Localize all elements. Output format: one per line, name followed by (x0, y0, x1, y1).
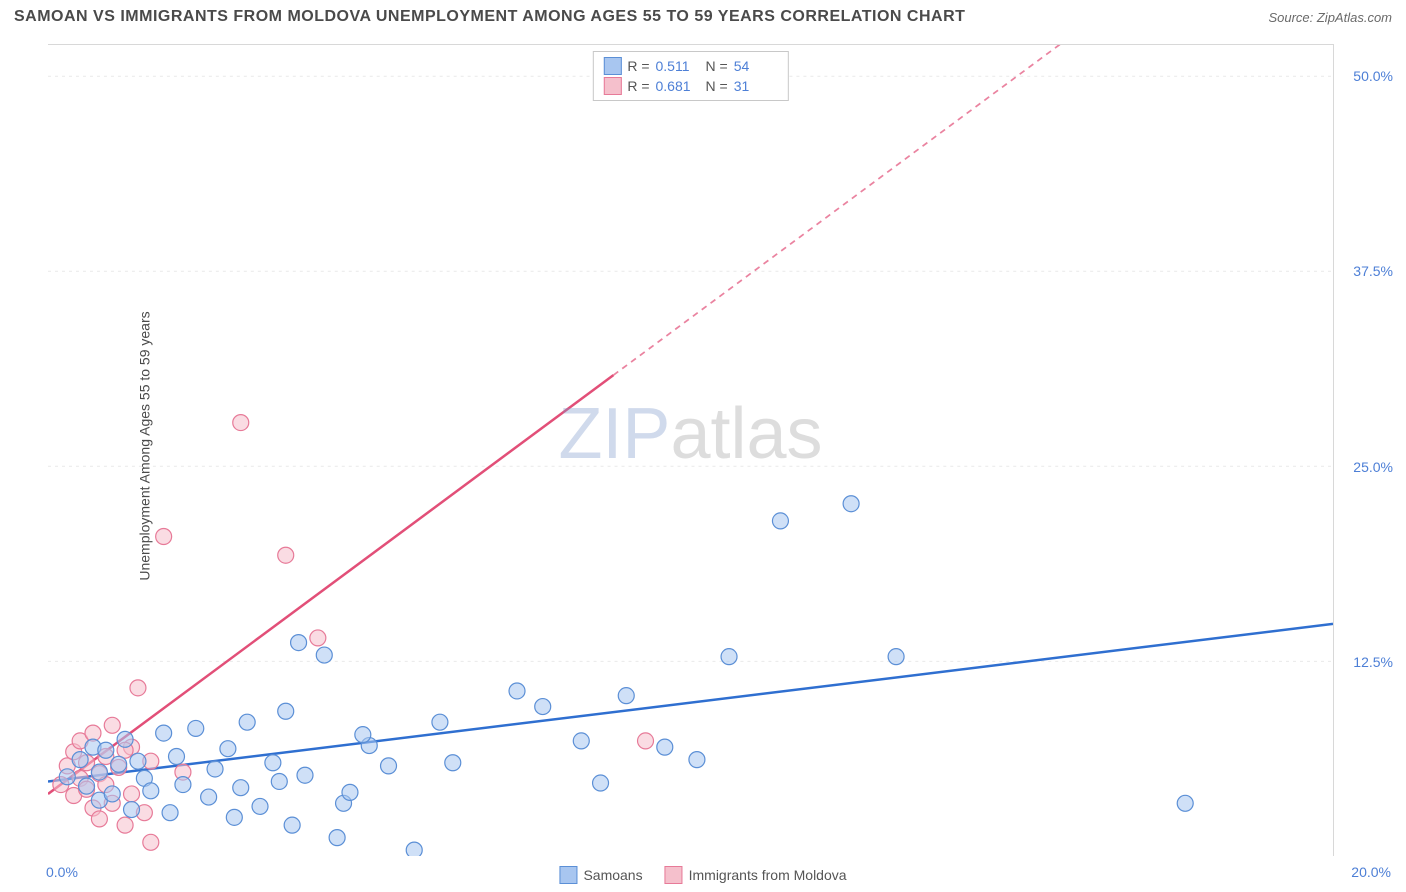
legend-row: R = 0.681 N = 31 (603, 76, 777, 96)
source-attribution: Source: ZipAtlas.com (1268, 10, 1392, 25)
y-tick-label: 37.5% (1353, 263, 1393, 279)
legend-stat-value: 31 (734, 78, 778, 94)
legend-stat-label: R = (627, 78, 649, 94)
chart-area: R =0.511N =54R =0.681N =31 ZIPatlas 12.5… (48, 44, 1334, 856)
legend-swatch (603, 57, 621, 75)
legend-row: R = 0.511 N = 54 (603, 56, 777, 76)
legend-stat-label: N = (706, 58, 728, 74)
x-tick-label: 0.0% (46, 864, 78, 880)
legend-stat-label: N = (706, 78, 728, 94)
legend-series-label: Samoans (583, 867, 642, 883)
y-tick-label: 25.0% (1353, 459, 1393, 475)
correlation-legend: R = 0.511 N = 54 R = 0.681 N = 31 (592, 51, 788, 101)
legend-stat-value: 54 (734, 58, 778, 74)
series-legend: Samoans Immigrants from Moldova (559, 866, 846, 884)
legend-series-item: Immigrants from Moldova (665, 866, 847, 884)
legend-stat-value: 0.511 (656, 58, 700, 74)
x-tick-label: 20.0% (1351, 864, 1391, 880)
legend-stat-label: R = (627, 58, 649, 74)
legend-swatch (603, 77, 621, 95)
y-tick-label: 50.0% (1353, 68, 1393, 84)
scatter-plot (48, 45, 1333, 856)
legend-series-item: Samoans (559, 866, 642, 884)
legend-swatch (559, 866, 577, 884)
chart-title: SAMOAN VS IMMIGRANTS FROM MOLDOVA UNEMPL… (14, 8, 965, 26)
y-tick-label: 12.5% (1353, 654, 1393, 670)
legend-swatch (665, 866, 683, 884)
legend-series-label: Immigrants from Moldova (689, 867, 847, 883)
legend-stat-value: 0.681 (656, 78, 700, 94)
